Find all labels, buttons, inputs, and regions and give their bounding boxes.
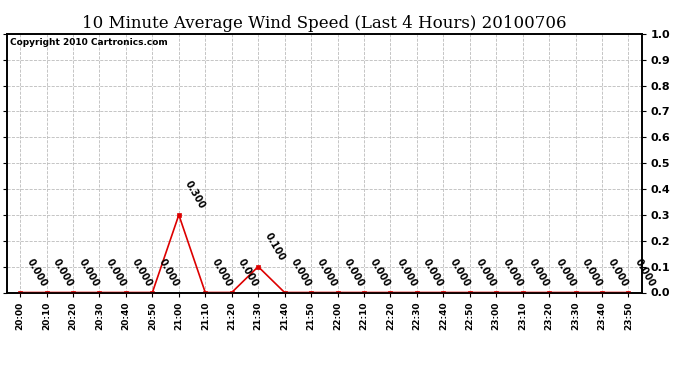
Text: 10 Minute Average Wind Speed (Last 4 Hours) 20100706: 10 Minute Average Wind Speed (Last 4 Hou…	[82, 15, 566, 32]
Text: 0.000: 0.000	[236, 257, 260, 288]
Text: 0.000: 0.000	[24, 257, 48, 288]
Text: 0.100: 0.100	[262, 231, 286, 262]
Text: 0.000: 0.000	[500, 257, 524, 288]
Text: 0.000: 0.000	[448, 257, 471, 288]
Text: 0.000: 0.000	[633, 257, 657, 288]
Text: 0.300: 0.300	[183, 179, 207, 211]
Text: 0.000: 0.000	[51, 257, 75, 288]
Text: 0.000: 0.000	[157, 257, 181, 288]
Text: 0.000: 0.000	[77, 257, 101, 288]
Text: 0.000: 0.000	[342, 257, 366, 288]
Text: 0.000: 0.000	[368, 257, 392, 288]
Text: Copyright 2010 Cartronics.com: Copyright 2010 Cartronics.com	[10, 38, 168, 46]
Text: 0.000: 0.000	[130, 257, 154, 288]
Text: 0.000: 0.000	[553, 257, 578, 288]
Text: 0.000: 0.000	[104, 257, 128, 288]
Text: 0.000: 0.000	[315, 257, 339, 288]
Text: 0.000: 0.000	[474, 257, 498, 288]
Text: 0.000: 0.000	[580, 257, 604, 288]
Text: 0.000: 0.000	[527, 257, 551, 288]
Text: 0.000: 0.000	[210, 257, 233, 288]
Text: 0.000: 0.000	[607, 257, 630, 288]
Text: 0.000: 0.000	[421, 257, 445, 288]
Text: 0.000: 0.000	[289, 257, 313, 288]
Text: 0.000: 0.000	[395, 257, 419, 288]
